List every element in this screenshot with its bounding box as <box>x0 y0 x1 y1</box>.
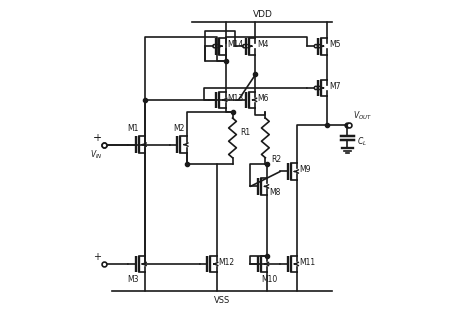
Text: VSS: VSS <box>214 296 230 305</box>
Text: M12: M12 <box>219 258 235 267</box>
Text: M8: M8 <box>269 188 281 197</box>
Text: M11: M11 <box>299 258 315 267</box>
Text: M4: M4 <box>257 40 269 49</box>
Text: M7: M7 <box>329 82 340 91</box>
Text: M10: M10 <box>261 275 277 284</box>
Text: $C_L$: $C_L$ <box>357 135 367 148</box>
Text: M3: M3 <box>127 275 138 284</box>
Text: M13: M13 <box>228 94 244 103</box>
Text: +: + <box>92 132 100 143</box>
Text: R2: R2 <box>271 155 282 164</box>
Text: $V_{IN}$: $V_{IN}$ <box>90 149 103 161</box>
Text: M5: M5 <box>329 40 340 49</box>
Text: $V_{OUT}$: $V_{OUT}$ <box>353 109 372 121</box>
Text: R1: R1 <box>240 128 250 137</box>
Text: M6: M6 <box>257 94 269 103</box>
Text: M2: M2 <box>173 124 184 133</box>
Text: M14: M14 <box>228 40 244 49</box>
Text: +: + <box>92 252 100 262</box>
Text: −: − <box>92 132 100 143</box>
Text: M1: M1 <box>127 124 138 133</box>
Text: M9: M9 <box>299 166 310 174</box>
Text: VDD: VDD <box>253 10 272 19</box>
